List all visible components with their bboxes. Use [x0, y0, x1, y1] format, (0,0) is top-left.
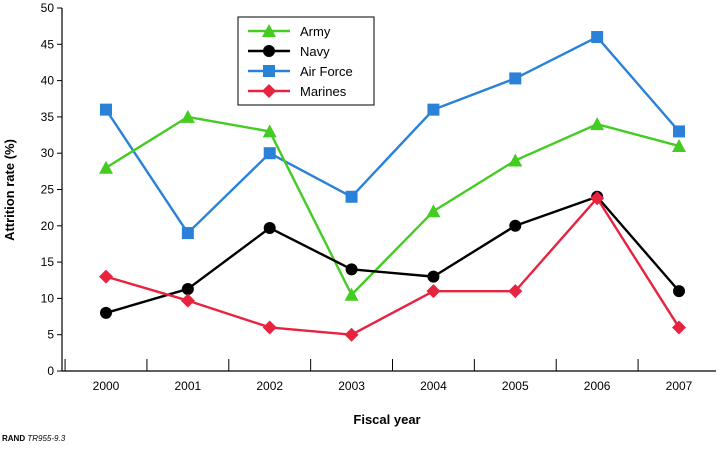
data-point-army [99, 160, 113, 174]
data-point-navy [263, 221, 276, 234]
x-tick-label: 2001 [175, 379, 202, 393]
data-point-army [672, 138, 686, 152]
data-point-army [426, 204, 441, 218]
y-tick-label: 30 [41, 146, 55, 160]
x-tick-label: 2006 [584, 379, 611, 393]
data-point-marines [344, 327, 359, 342]
y-tick-label: 50 [41, 1, 55, 15]
data-point-army [344, 287, 359, 301]
data-point-marines [508, 284, 523, 299]
legend-marker-marines [262, 84, 276, 98]
data-point-air-force [509, 72, 522, 85]
x-tick-labels: 2000 2001 2002 2003 2004 2005 2006 2007 [93, 379, 693, 393]
data-point-marines [180, 293, 195, 308]
data-point-army [508, 153, 523, 167]
data-point-marines [262, 320, 277, 335]
data-point-army [180, 109, 195, 123]
series-markers [99, 31, 686, 342]
data-point-air-force [427, 103, 440, 116]
data-point-marines [590, 191, 605, 206]
y-tick-label: 35 [41, 110, 55, 124]
y-axis-label: Attrition rate (%) [2, 139, 17, 241]
data-point-air-force [673, 125, 685, 138]
data-point-marines [99, 269, 113, 284]
y-tick-label: 5 [47, 328, 54, 342]
x-tick-label: 2005 [502, 379, 529, 393]
y-tick-labels: 0 5 10 15 20 25 30 35 40 45 50 [41, 1, 55, 378]
data-point-army [590, 117, 605, 131]
legend-label-navy: Navy [300, 44, 330, 59]
legend-label-marines: Marines [300, 84, 347, 99]
source-credit: RAND TR955-9.3 [2, 434, 65, 443]
series-line-marines [105, 197, 681, 336]
data-point-air-force [181, 227, 194, 240]
legend: Army Navy Air Force Marines [237, 16, 375, 106]
y-tick-label: 10 [41, 291, 55, 305]
x-tick-label: 2007 [666, 379, 693, 393]
data-point-navy [345, 263, 358, 276]
data-point-air-force [345, 190, 358, 203]
series-line-navy [105, 195, 680, 315]
series-line-army [105, 115, 680, 296]
y-tick-label: 20 [41, 219, 55, 233]
y-tick-label: 45 [41, 37, 55, 51]
x-tick-label: 2004 [420, 379, 447, 393]
data-point-navy [673, 285, 685, 298]
data-point-air-force [591, 31, 604, 44]
y-tick-label: 0 [47, 364, 54, 378]
x-tick-label: 2003 [338, 379, 365, 393]
credit-org: RAND [2, 434, 26, 443]
x-tick-label: 2002 [256, 379, 283, 393]
x-tick-label: 2000 [93, 379, 120, 393]
data-point-navy [427, 270, 440, 283]
data-point-navy [100, 306, 112, 319]
legend-label-air-force: Air Force [300, 64, 353, 79]
y-tick-label: 15 [41, 255, 55, 269]
legend-marker-navy [263, 45, 275, 57]
credit-code: TR955-9.3 [27, 434, 66, 443]
data-point-marines [672, 320, 686, 335]
x-axis-label: Fiscal year [353, 412, 420, 427]
data-point-marines [426, 284, 441, 299]
data-point-navy [509, 219, 522, 232]
data-point-air-force [263, 147, 276, 160]
legend-marker-air-force [263, 65, 275, 77]
legend-label-army: Army [300, 24, 331, 39]
data-point-air-force [100, 103, 112, 116]
series-lines [104, 35, 681, 336]
axes [57, 7, 716, 372]
data-point-navy [181, 282, 194, 295]
data-point-army [262, 124, 277, 138]
legend-marker-army [262, 24, 276, 37]
series-line-air-force [104, 35, 680, 235]
y-tick-label: 25 [41, 183, 55, 197]
y-tick-label: 40 [41, 74, 55, 88]
